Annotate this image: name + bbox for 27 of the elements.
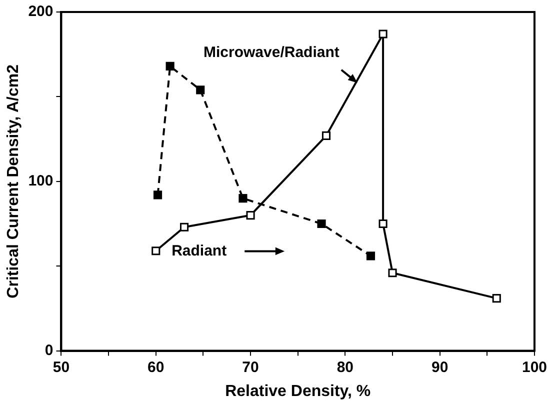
point	[378, 30, 388, 38]
point	[166, 62, 174, 70]
point	[388, 268, 397, 278]
x-tick-label: 60	[148, 358, 164, 376]
x-tick-label: 50	[52, 358, 70, 376]
point	[180, 222, 189, 232]
point	[378, 219, 388, 228]
point	[152, 246, 160, 256]
y-axis-title: Critical Current Density, A/cm2	[5, 64, 22, 298]
x-tick-label: 80	[336, 358, 354, 376]
point	[317, 219, 326, 228]
point	[322, 131, 331, 140]
x-axis-title: Relative Density, %	[225, 382, 371, 400]
annotation: Microwave/Radiant	[204, 44, 340, 61]
point	[492, 294, 501, 303]
point	[196, 86, 205, 94]
y-tick-label: 0	[44, 342, 54, 359]
point	[153, 190, 162, 200]
x-tick-label: 70	[242, 358, 259, 376]
y-tick-label: 200	[28, 3, 54, 20]
x-tick-label: 100	[522, 358, 547, 376]
x-tick-label: 90	[431, 358, 448, 376]
annotation: Radiant	[172, 242, 227, 260]
y-tick-label: 100	[28, 172, 54, 190]
point	[246, 210, 255, 220]
point	[238, 194, 248, 203]
point	[366, 252, 376, 260]
